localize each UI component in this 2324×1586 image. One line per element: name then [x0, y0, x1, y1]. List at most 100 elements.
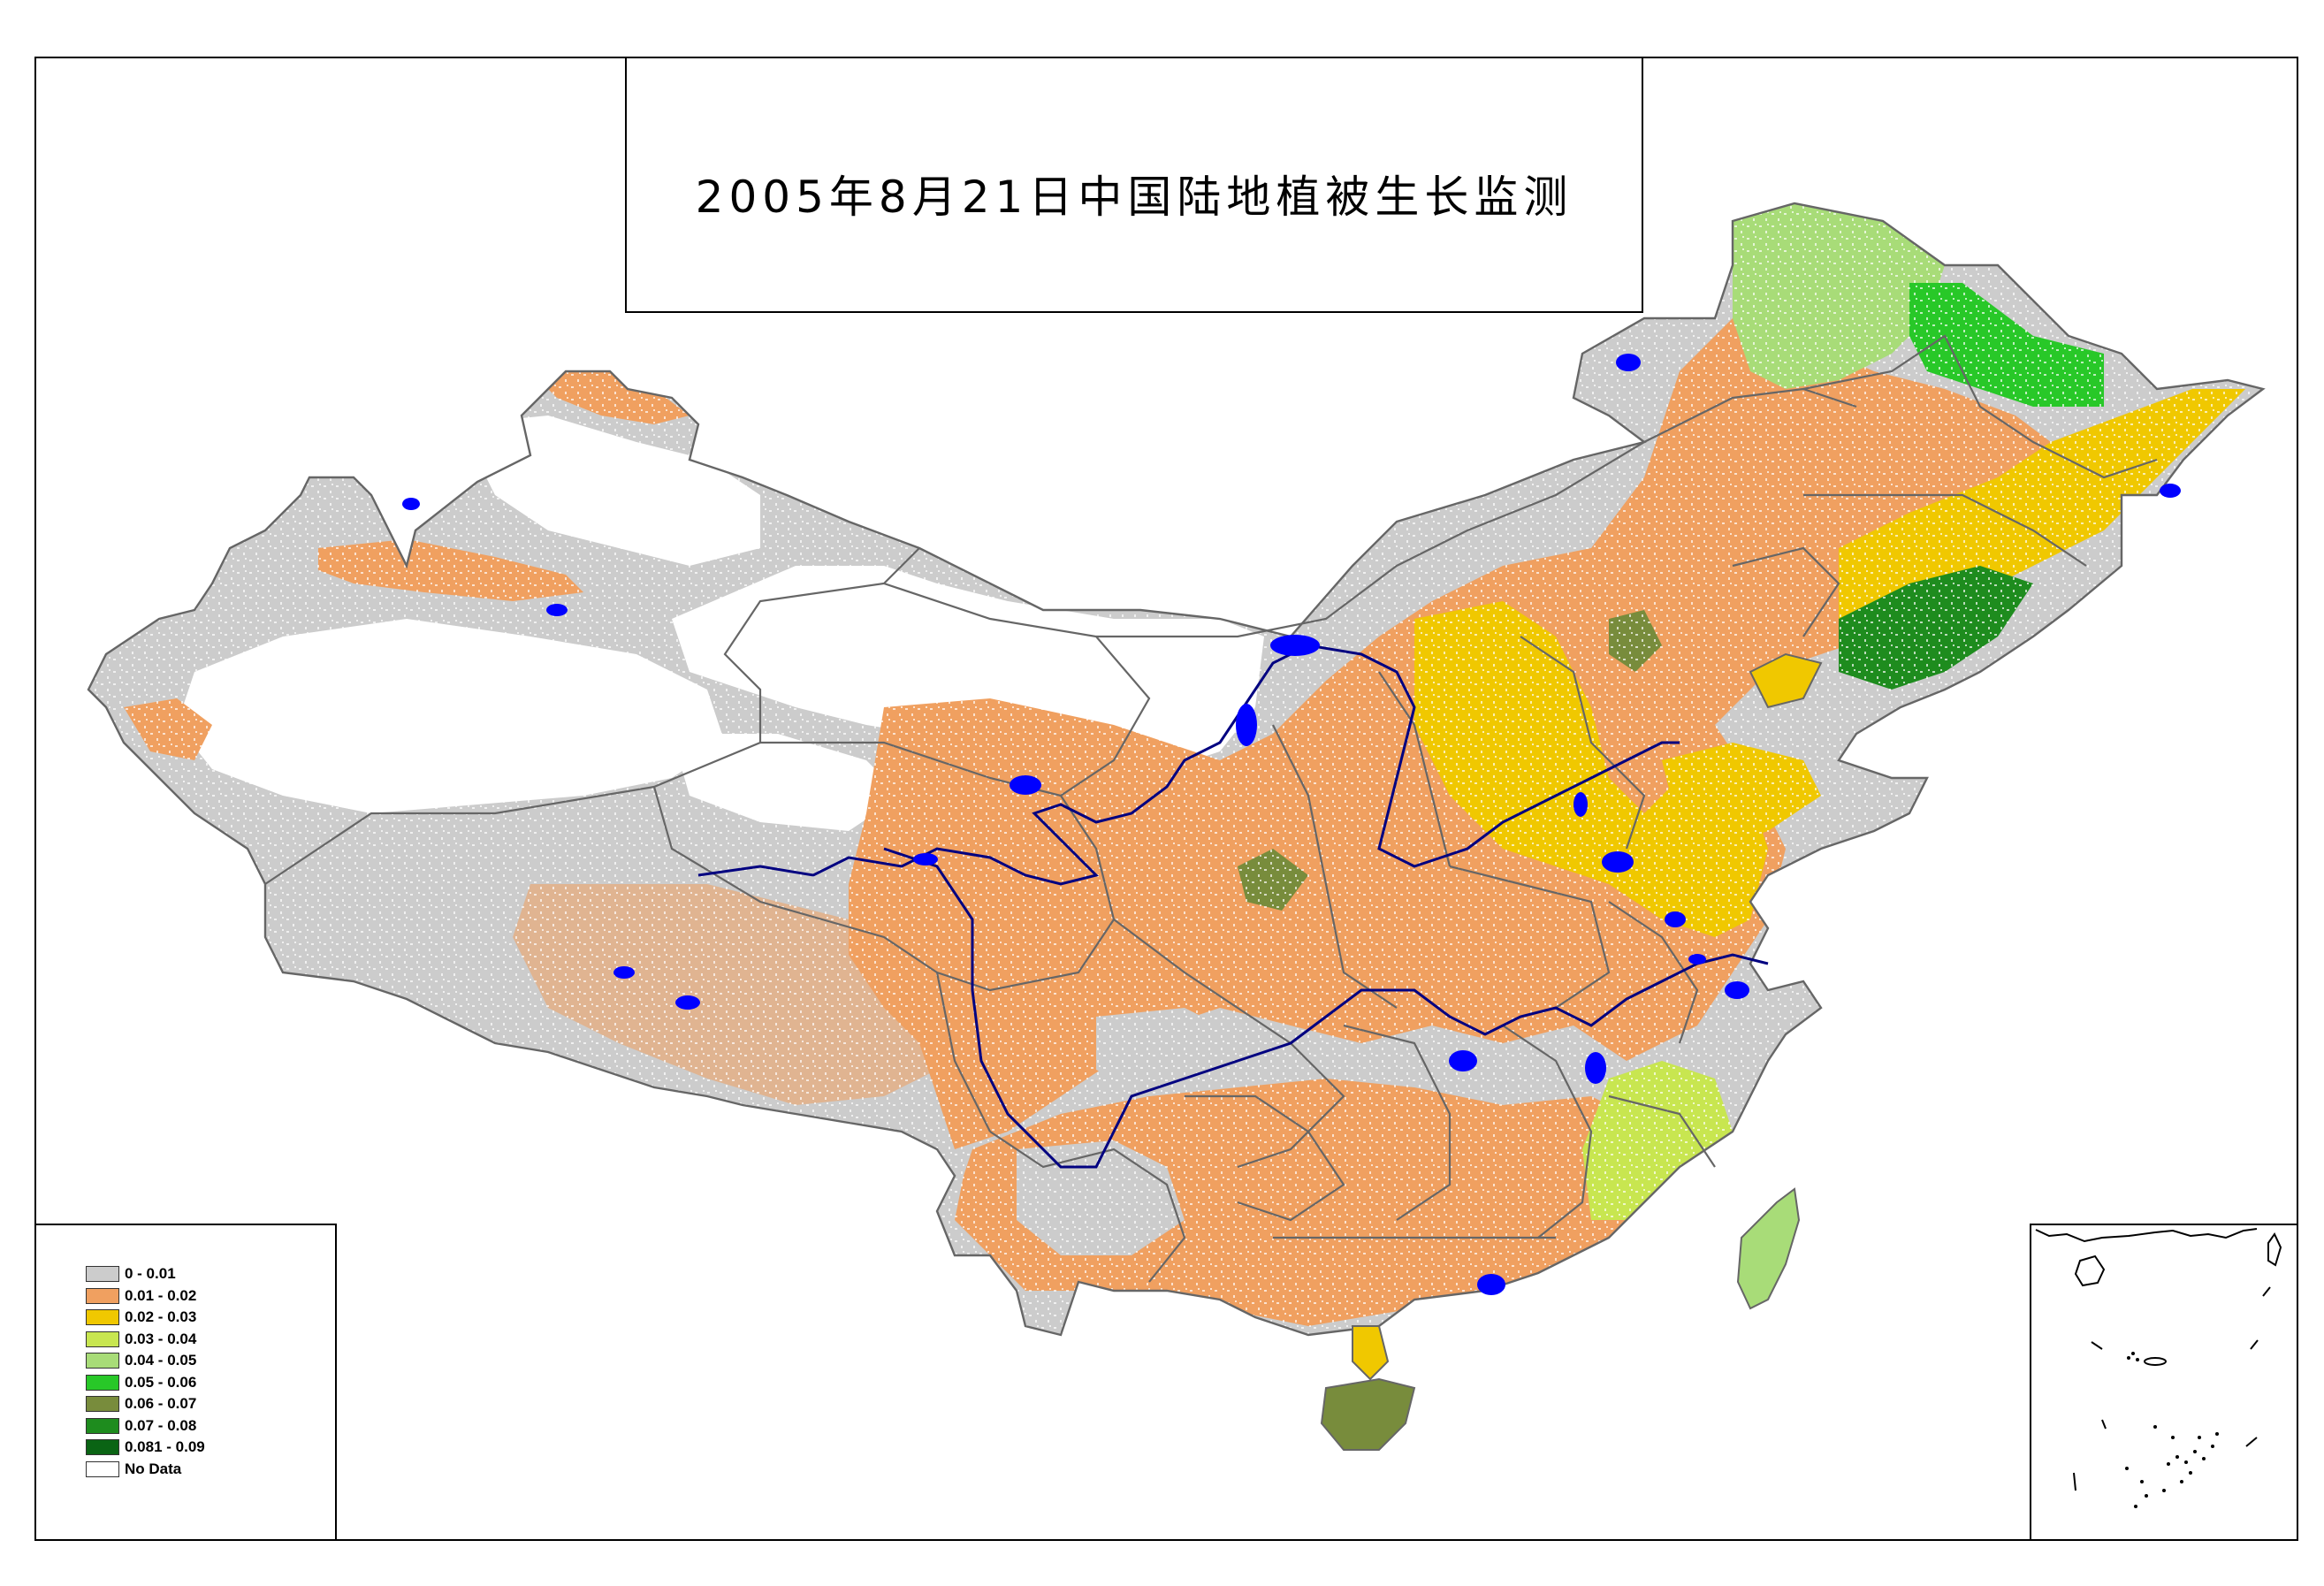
- title-box: 2005年8月21日中国陆地植被生长监测: [625, 57, 1643, 313]
- legend-list: 0 - 0.01 0.01 - 0.02 0.02 - 0.03 0.03 - …: [86, 1263, 205, 1480]
- inset-dash-6: [2262, 1286, 2271, 1297]
- inset-dash-1: [2091, 1341, 2103, 1350]
- inset-island: [2145, 1494, 2148, 1498]
- legend-swatch: [86, 1439, 119, 1456]
- inset-dash-2: [2073, 1472, 2076, 1491]
- inset-islands: [2125, 1352, 2219, 1508]
- legend-swatch: [86, 1266, 119, 1283]
- lake-hongze: [1665, 911, 1686, 927]
- inset-island: [2162, 1489, 2166, 1492]
- province-boundaries: [87, 202, 2265, 1337]
- inset-taiwan: [2267, 1232, 2282, 1267]
- inset-island: [2171, 1436, 2175, 1439]
- legend-item: 0.03 - 0.04: [86, 1329, 205, 1351]
- legend-label: 0.01 - 0.02: [125, 1286, 197, 1304]
- inset-island: [2140, 1480, 2144, 1483]
- inset-map: [2035, 1228, 2282, 1555]
- inset-island: [2202, 1457, 2206, 1460]
- lake-weishan: [1602, 851, 1634, 873]
- lake-ningxia: [1236, 704, 1257, 746]
- legend-label: 0.06 - 0.07: [125, 1395, 197, 1413]
- legend-item: 0.05 - 0.06: [86, 1372, 205, 1394]
- boundary-hebei: [1520, 636, 1646, 850]
- legend-label: 0.02 - 0.03: [125, 1308, 197, 1326]
- legend-label: 0 - 0.01: [125, 1265, 176, 1283]
- legend-label: 0.04 - 0.05: [125, 1352, 197, 1369]
- lake-taihu: [1725, 981, 1749, 999]
- inset-island: [2189, 1471, 2192, 1475]
- boundary-shaanxi: [1272, 724, 1398, 1009]
- inset-island: [2175, 1455, 2179, 1459]
- legend-swatch: [86, 1396, 119, 1413]
- legend-swatch: [86, 1417, 119, 1434]
- lake-dongting: [1449, 1050, 1477, 1071]
- lake-selin-co: [675, 995, 700, 1010]
- legend-label: 0.081 - 0.09: [125, 1438, 205, 1456]
- inset-island: [2131, 1352, 2135, 1355]
- legend-swatch: [86, 1331, 119, 1347]
- speckle-texture: [88, 203, 2263, 1335]
- boundary-heilongjiang: [1802, 334, 2158, 479]
- map-title: 2005年8月21日中国陆地植被生长监测: [695, 172, 1573, 223]
- lake-poyang: [1585, 1052, 1606, 1084]
- boundary-qinghai: [760, 741, 1116, 992]
- legend: 0 - 0.01 0.01 - 0.02 0.02 - 0.03 0.03 - …: [34, 1224, 337, 1541]
- boundary-anhui: [1608, 901, 1699, 1044]
- inset-island: [2180, 1480, 2183, 1483]
- inset-dash-5: [2250, 1339, 2259, 1350]
- peninsula-leizhou: [1352, 1325, 1390, 1381]
- lake-baiyangdian: [1573, 792, 1588, 817]
- legend-swatch: [86, 1309, 119, 1326]
- lake-wuliangsu: [1270, 635, 1320, 656]
- legend-swatch: [86, 1287, 119, 1304]
- legend-label: 0.03 - 0.04: [125, 1330, 197, 1347]
- lake-ngoring: [913, 853, 938, 865]
- inset-island: [2215, 1432, 2219, 1436]
- legend-item: 0.081 - 0.09: [86, 1437, 205, 1459]
- boundary-yunnan: [989, 1131, 1186, 1283]
- legend-item: 0.06 - 0.07: [86, 1393, 205, 1415]
- inset-island: [2136, 1358, 2139, 1361]
- boundary-tibet: [652, 786, 991, 1132]
- lake-khanka: [2160, 484, 2181, 498]
- legend-item: 0.07 - 0.08: [86, 1415, 205, 1437]
- map-classes: [88, 203, 2263, 1335]
- lake-bosten: [546, 604, 568, 616]
- boundary-jiangxi: [1502, 1025, 1593, 1239]
- inset-island: [2125, 1467, 2129, 1470]
- island-taiwan: [1736, 1187, 1801, 1310]
- legend-swatch: [86, 1460, 119, 1477]
- lake-qinghai: [1010, 775, 1041, 795]
- boundary-henan: [1449, 865, 1611, 1009]
- legend-item: 0.02 - 0.03: [86, 1307, 205, 1329]
- legend-label: No Data: [125, 1460, 182, 1477]
- inset-island: [2193, 1450, 2197, 1453]
- inset-coastline: [2035, 1228, 2282, 1555]
- inset-island: [2198, 1436, 2201, 1439]
- inset-mainland-coast: [2035, 1228, 2258, 1243]
- inset-dash-4: [2245, 1437, 2258, 1447]
- legend-item: No Data: [86, 1459, 205, 1481]
- inset-island: [2184, 1460, 2188, 1464]
- island-hainan: [1320, 1377, 1416, 1451]
- boundary-xinjiang: [264, 547, 920, 885]
- lake-hulun: [1616, 354, 1641, 371]
- yangtze-river: [883, 847, 1769, 1169]
- boundary-gansu: [883, 582, 1151, 797]
- boundary-jilin: [1803, 493, 2087, 567]
- inset-island: [2134, 1505, 2137, 1508]
- legend-swatch: [86, 1374, 119, 1391]
- inset-island: [2167, 1462, 2170, 1466]
- inset-hainan: [2074, 1254, 2106, 1287]
- lakes: [402, 354, 2181, 1295]
- rivers: [697, 644, 1769, 1169]
- south-china-sea-inset: [2030, 1224, 2298, 1555]
- inset-island: [2211, 1445, 2214, 1448]
- inset-dash-7: [2101, 1419, 2107, 1430]
- peninsula-liaodong: [1749, 652, 1823, 709]
- lake-pearl-delta: [1477, 1274, 1505, 1295]
- legend-item: 0.04 - 0.05: [86, 1350, 205, 1372]
- legend-label: 0.07 - 0.08: [125, 1416, 197, 1434]
- legend-item: 0 - 0.01: [86, 1263, 205, 1285]
